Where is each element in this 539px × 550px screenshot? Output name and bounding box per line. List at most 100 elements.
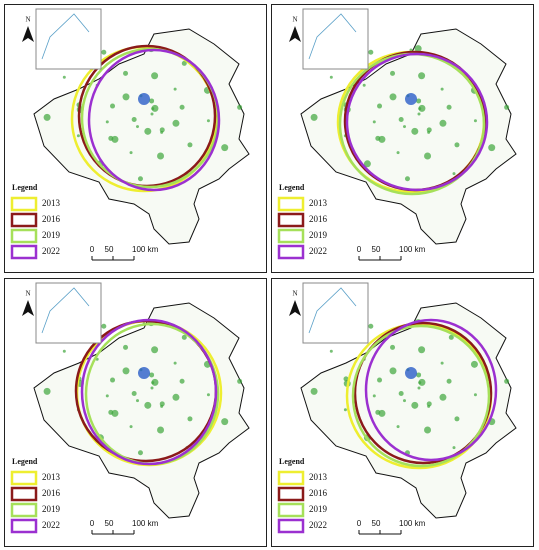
light-spot — [454, 416, 460, 422]
light-spot — [123, 344, 129, 350]
light-spot — [157, 426, 165, 434]
inset-path — [41, 13, 90, 60]
light-spot — [417, 386, 421, 390]
light-spot — [149, 98, 155, 104]
city-core — [405, 367, 417, 379]
legend-entry: 2016 — [42, 214, 61, 224]
light-spot — [473, 119, 477, 123]
light-spot — [62, 75, 66, 79]
scale-label: 50 — [372, 245, 381, 254]
light-spot — [135, 399, 139, 403]
light-spot — [389, 93, 397, 101]
light-spot — [504, 378, 510, 384]
light-spot — [343, 408, 347, 412]
light-spot — [377, 377, 383, 383]
north-arrow — [22, 300, 34, 316]
light-spot — [135, 125, 139, 129]
light-spot — [187, 142, 193, 148]
light-spot — [144, 401, 152, 409]
light-spot — [418, 107, 422, 111]
scale-label: 100 km — [132, 519, 159, 528]
inset-box — [35, 282, 102, 344]
light-spot — [150, 386, 154, 390]
province-outline — [33, 302, 250, 519]
light-spot — [105, 120, 109, 124]
light-spot — [137, 176, 143, 182]
legend-title: Legend — [12, 457, 38, 466]
light-spot — [372, 120, 376, 124]
light-spot — [416, 372, 422, 378]
light-spot — [179, 378, 185, 384]
north-arrow — [22, 26, 34, 42]
light-spot — [389, 367, 397, 375]
legend-entry: 2013 — [42, 472, 61, 482]
light-spot — [446, 104, 452, 110]
legend-swatch — [277, 228, 305, 244]
light-spot — [398, 391, 404, 397]
light-spot — [418, 346, 426, 354]
light-spot — [411, 401, 419, 409]
scale-label: 50 — [372, 519, 381, 528]
light-spot — [454, 142, 460, 148]
light-spot — [452, 172, 456, 176]
sde-ellipse — [345, 52, 489, 192]
map-panel: N Legend 2013 2016 2019 2022 0 50 100 km — [4, 4, 267, 273]
light-spot — [329, 349, 333, 353]
light-spot — [151, 72, 159, 80]
legend-entry: 2016 — [309, 488, 328, 498]
scale-label: 50 — [105, 245, 114, 254]
light-spot — [76, 134, 80, 138]
light-spot — [62, 349, 66, 353]
sde-ellipse — [87, 48, 221, 192]
map-panel: N Legend 2013 2016 2019 2022 0 50 100 km — [271, 4, 534, 273]
light-spot — [221, 144, 229, 152]
legend-entry: 2019 — [309, 230, 328, 240]
north-arrow — [289, 300, 301, 316]
light-spot — [411, 127, 419, 135]
light-spot — [448, 334, 454, 340]
light-spot — [95, 357, 99, 361]
light-spot — [110, 377, 116, 383]
light-spot — [110, 103, 116, 109]
scale-label: 100 km — [132, 245, 159, 254]
light-spot — [416, 98, 422, 104]
light-spot — [237, 378, 243, 384]
legend-title: Legend — [279, 183, 305, 192]
legend-entry: 2019 — [309, 504, 328, 514]
inset-path — [308, 13, 357, 60]
light-spot — [377, 103, 383, 109]
light-spot — [418, 72, 426, 80]
province-outline — [300, 28, 517, 245]
legend-entry: 2013 — [309, 472, 328, 482]
light-spot — [137, 450, 143, 456]
light-spot — [144, 127, 152, 135]
light-spot — [310, 113, 318, 121]
light-spot — [446, 378, 452, 384]
light-spot — [488, 144, 496, 152]
light-spot — [390, 70, 396, 76]
light-spot — [439, 119, 447, 127]
scale-label: 0 — [90, 245, 95, 254]
scale-label: 0 — [90, 519, 95, 528]
sde-ellipse — [80, 318, 218, 466]
light-spot — [151, 378, 159, 386]
light-spot — [123, 70, 129, 76]
inset-box — [302, 8, 369, 70]
legend-swatch — [277, 212, 305, 228]
light-spot — [181, 60, 187, 66]
legend-swatch — [10, 486, 38, 502]
light-spot — [473, 393, 477, 397]
legend-swatch — [10, 228, 38, 244]
legend-entry: 2016 — [42, 488, 61, 498]
legend-swatch — [277, 470, 305, 486]
legend-swatch — [277, 518, 305, 534]
city-core — [405, 93, 417, 105]
map-panel: N Legend 2013 2016 2019 2022 0 50 100 km — [271, 278, 534, 547]
province-outline — [33, 28, 250, 245]
legend-swatch — [10, 470, 38, 486]
light-spot — [129, 425, 133, 429]
legend-entry: 2013 — [309, 198, 328, 208]
light-spot — [396, 151, 400, 155]
light-spot — [149, 372, 155, 378]
